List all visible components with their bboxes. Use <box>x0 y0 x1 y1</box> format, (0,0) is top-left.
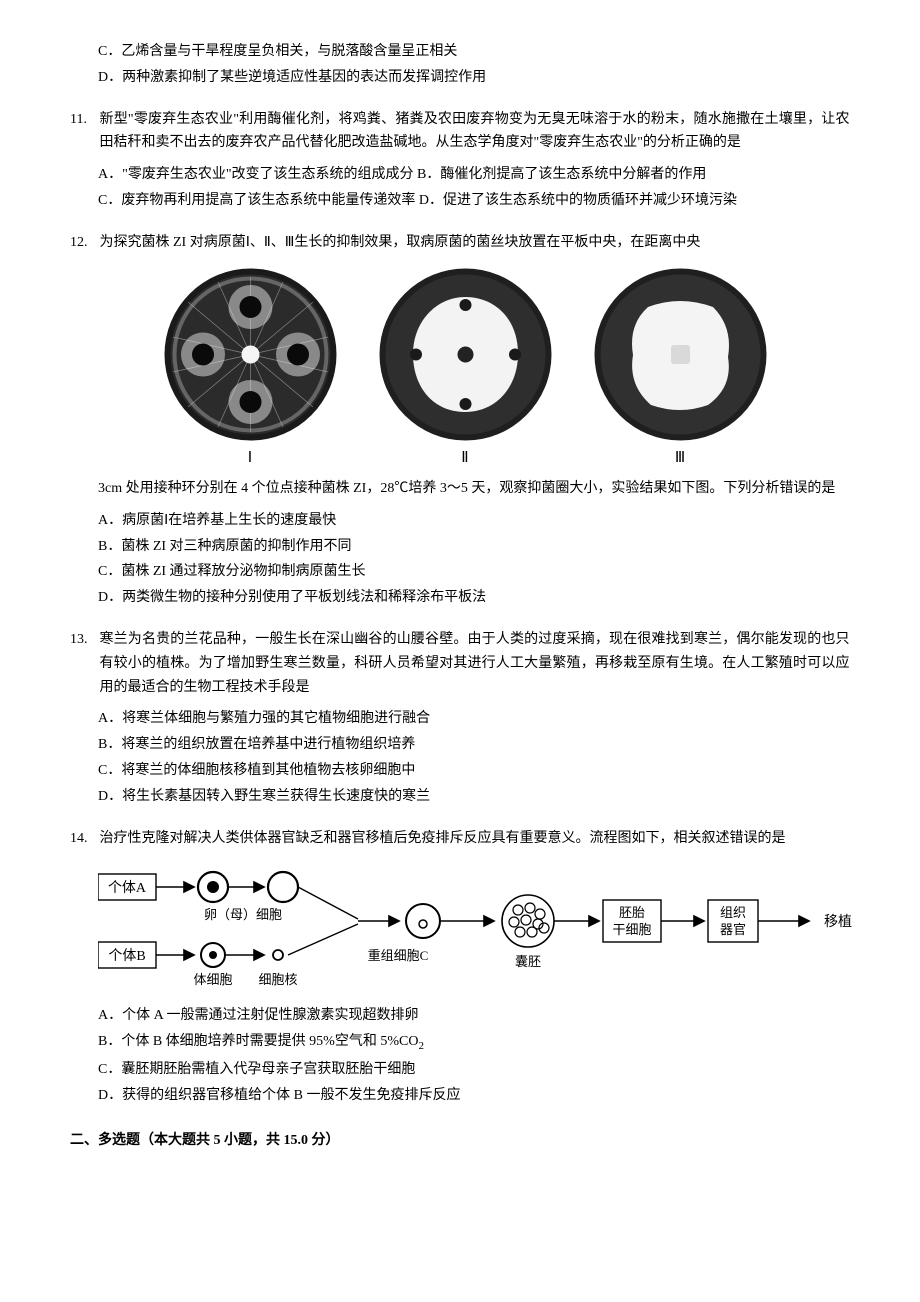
q13-opt-a: A．将寒兰体细胞与繁殖力强的其它植物细胞进行融合 <box>98 707 860 731</box>
q13-number: 13. <box>70 628 96 652</box>
prev-option-c: C．乙烯含量与干旱程度呈负相关，与脱落酸含量呈正相关 <box>98 40 860 64</box>
q14-options: A．个体 A 一般需通过注射促性腺激素实现超数排卵 B．个体 B 体细胞培养时需… <box>98 1004 860 1107</box>
section-2-header: 二、多选题（本大题共 5 小题，共 15.0 分） <box>70 1129 860 1153</box>
flow-recomb-label: 重组细胞C <box>368 948 429 963</box>
flow-transplant-label: 移植 <box>824 914 852 930</box>
q12-opt-b: B．菌株 ZI 对三种病原菌的抑制作用不同 <box>98 535 860 559</box>
q12-opt-d: D．两类微生物的接种分别使用了平板划线法和稀释涂布平板法 <box>98 586 860 610</box>
svg-text:组织: 组织 <box>720 905 746 920</box>
question-11: 11. 新型"零废弃生态农业"利用酶催化剂，将鸡粪、猪粪及农田废弃物变为无臭无味… <box>70 108 860 156</box>
q11-options: A．"零废弃生态农业"改变了该生态系统的组成成分 B．酶催化剂提高了该生态系统中… <box>98 163 860 213</box>
q11-opt-c: C．废弃物再利用提高了该生态系统中能量传递效率 <box>98 193 415 208</box>
q13-text: 寒兰为名贵的兰花品种，一般生长在深山幽谷的山腰谷壁。由于人类的过度采摘，现在很难… <box>100 628 850 699</box>
q14-opt-c: C．囊胚期胚胎需植入代孕母亲子宫获取胚胎干细胞 <box>98 1058 860 1082</box>
q12-opt-a: A．病原菌Ⅰ在培养基上生长的速度最快 <box>98 509 860 533</box>
q13-opt-d: D．将生长素基因转入野生寒兰获得生长速度快的寒兰 <box>98 785 860 809</box>
svg-text:器官: 器官 <box>720 922 746 937</box>
flow-soma-label: 体细胞 <box>193 972 232 987</box>
q11-text: 新型"零废弃生态农业"利用酶催化剂，将鸡粪、猪粪及农田废弃物变为无臭无味溶于水的… <box>100 108 850 156</box>
q14-number: 14. <box>70 827 96 851</box>
q12-opt-c: C．菌株 ZI 通过释放分泌物抑制病原菌生长 <box>98 560 860 584</box>
question-13: 13. 寒兰为名贵的兰花品种，一般生长在深山幽谷的山腰谷壁。由于人类的过度采摘，… <box>70 628 860 699</box>
flow-box-a: 个体A <box>108 880 147 896</box>
q11-opt-d: D．促进了该生态系统中的物质循环并减少环境污染 <box>419 193 737 208</box>
flowchart-icon: 个体A 卵（母）细胞 个体B 体细胞 细胞核 重组细胞C 囊胚 胚胎 干细胞 组… <box>98 864 868 994</box>
q13-opt-b: B．将寒兰的组织放置在培养基中进行植物组织培养 <box>98 733 860 757</box>
petri-dish-1-icon <box>163 267 338 442</box>
flow-nucleus-label: 细胞核 <box>258 972 297 987</box>
q11-opt-b: B．酶催化剂提高了该生态系统中分解者的作用 <box>417 167 706 182</box>
q14-opt-d: D．获得的组织器官移植给个体 B 一般不发生免疫排斥反应 <box>98 1084 860 1108</box>
flow-blast-label: 囊胚 <box>515 954 541 969</box>
q12-text-b: 3cm 处用接种环分别在 4 个位点接种菌株 ZI，28℃培养 3～5 天，观察… <box>98 477 848 501</box>
q14-opt-a: A．个体 A 一般需通过注射促性腺激素实现超数排卵 <box>98 1004 860 1028</box>
svg-text:胚胎: 胚胎 <box>619 905 645 920</box>
petri-dish-2-icon <box>378 267 553 442</box>
flow-egg-label: 卵（母）细胞 <box>204 907 282 922</box>
svg-text:干细胞: 干细胞 <box>612 922 651 937</box>
question-12: 12. 为探究菌株 ZI 对病原菌Ⅰ、Ⅱ、Ⅲ生长的抑制效果，取病原菌的菌丝块放置… <box>70 231 860 255</box>
q12-number: 12. <box>70 231 96 255</box>
q13-options: A．将寒兰体细胞与繁殖力强的其它植物细胞进行融合 B．将寒兰的组织放置在培养基中… <box>98 707 860 808</box>
q14-text: 治疗性克隆对解决人类供体器官缺乏和器官移植后免疫排斥反应具有重要意义。流程图如下… <box>100 827 850 851</box>
dish-3-label: Ⅲ <box>593 446 768 472</box>
q11-number: 11. <box>70 108 96 132</box>
q13-opt-c: C．将寒兰的体细胞核移植到其他植物去核卵细胞中 <box>98 759 860 783</box>
q12-figure: Ⅰ Ⅱ Ⅲ <box>70 267 860 472</box>
q12-text-a: 为探究菌株 ZI 对病原菌Ⅰ、Ⅱ、Ⅲ生长的抑制效果，取病原菌的菌丝块放置在平板中… <box>100 231 850 255</box>
q14-flowchart: 个体A 卵（母）细胞 个体B 体细胞 细胞核 重组细胞C 囊胚 胚胎 干细胞 组… <box>98 864 860 994</box>
question-14: 14. 治疗性克隆对解决人类供体器官缺乏和器官移植后免疫排斥反应具有重要意义。流… <box>70 827 860 851</box>
dish-3: Ⅲ <box>593 267 768 472</box>
flow-box-b: 个体B <box>108 948 145 964</box>
q12-options: A．病原菌Ⅰ在培养基上生长的速度最快 B．菌株 ZI 对三种病原菌的抑制作用不同… <box>98 509 860 610</box>
dish-2: Ⅱ <box>378 267 553 472</box>
q14-opt-b: B．个体 B 体细胞培养时需要提供 95%空气和 5%CO2 <box>98 1030 860 1055</box>
dish-1-label: Ⅰ <box>163 446 338 472</box>
dish-1: Ⅰ <box>163 267 338 472</box>
prev-option-d: D．两种激素抑制了某些逆境适应性基因的表达而发挥调控作用 <box>98 66 860 90</box>
petri-dish-3-icon <box>593 267 768 442</box>
dish-2-label: Ⅱ <box>378 446 553 472</box>
q11-opt-a: A．"零废弃生态农业"改变了该生态系统的组成成分 <box>98 167 414 182</box>
